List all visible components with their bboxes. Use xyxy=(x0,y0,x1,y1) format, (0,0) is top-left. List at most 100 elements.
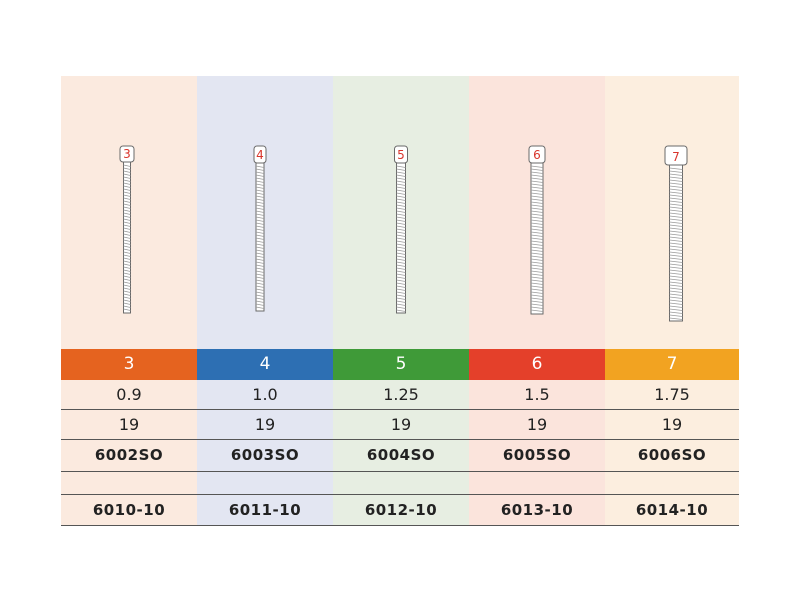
pin-thread xyxy=(396,267,406,270)
pin-thread xyxy=(530,264,544,267)
pin-thread xyxy=(396,270,406,273)
pin-thread xyxy=(530,279,544,282)
pin-thread xyxy=(123,218,131,221)
pin-thread xyxy=(123,296,131,299)
pin-thread xyxy=(396,285,406,288)
pin-thread xyxy=(530,180,544,183)
pin-thread xyxy=(255,189,265,192)
pin-thread xyxy=(669,260,683,263)
pin-thread xyxy=(530,267,544,270)
pin-thread xyxy=(255,276,265,279)
pin-thread xyxy=(396,168,406,171)
pin-thread xyxy=(530,309,544,312)
column-size-5: 5 5 1.25 19 6004SO 6012-10 xyxy=(333,76,469,526)
pin-thread xyxy=(255,243,265,246)
pin-thread xyxy=(530,216,544,219)
pin-thread xyxy=(530,231,544,234)
pin-thread xyxy=(123,266,131,269)
pin-thread xyxy=(255,213,265,216)
pin-illustration: 4 xyxy=(253,145,267,312)
pin-thread xyxy=(255,246,265,249)
pin-thread xyxy=(123,308,131,311)
pin-thread xyxy=(123,251,131,254)
pin-thread xyxy=(669,254,683,257)
diameter-cell: 1.75 xyxy=(654,385,690,404)
pin-thread xyxy=(530,291,544,294)
pin-thread xyxy=(669,296,683,299)
pin-thread xyxy=(123,290,131,293)
pin-thread xyxy=(396,213,406,216)
pin-thread xyxy=(255,240,265,243)
pin-thread xyxy=(530,258,544,261)
pin-thread xyxy=(530,210,544,213)
pin-thread xyxy=(123,197,131,200)
pin-thread xyxy=(530,282,544,285)
diameter-cell: 1.25 xyxy=(383,385,419,404)
pin-thread xyxy=(669,266,683,269)
pin-shaft xyxy=(255,162,265,312)
pin-thread xyxy=(669,191,683,194)
pin-thread xyxy=(530,177,544,180)
pin-thread xyxy=(669,314,683,317)
pin-thread xyxy=(123,227,131,230)
pin-thread xyxy=(396,207,406,210)
pin-thread xyxy=(530,240,544,243)
pin-thread xyxy=(123,221,131,224)
pin-thread xyxy=(123,287,131,290)
pin-thread xyxy=(255,282,265,285)
pin-thread xyxy=(123,293,131,296)
pin-thread xyxy=(530,192,544,195)
pin-thread xyxy=(669,242,683,245)
pin-thread xyxy=(530,285,544,288)
pin-thread xyxy=(530,207,544,210)
pin-thread xyxy=(669,311,683,314)
pin-thread xyxy=(530,204,544,207)
pin-thread xyxy=(396,240,406,243)
row-divider xyxy=(61,525,739,526)
pin-thread xyxy=(255,174,265,177)
pin-thread xyxy=(530,219,544,222)
pin-thread xyxy=(669,176,683,179)
pin-thread xyxy=(530,234,544,237)
code-cell: 6006SO xyxy=(637,446,707,464)
pin-thread xyxy=(530,255,544,258)
pin-thread xyxy=(123,248,131,251)
pin-thread xyxy=(123,299,131,302)
pin-thread xyxy=(123,302,131,305)
size-header: 5 xyxy=(333,349,469,380)
pin-thread xyxy=(530,165,544,168)
pin-thread xyxy=(530,294,544,297)
pin-thread xyxy=(123,215,131,218)
pin-thread xyxy=(396,255,406,258)
pin-thread xyxy=(255,168,265,171)
pin-thread xyxy=(255,234,265,237)
pin-thread xyxy=(530,174,544,177)
pin-thread xyxy=(123,167,131,170)
pin-thread xyxy=(530,213,544,216)
row-divider xyxy=(61,494,739,495)
pin-thread xyxy=(669,269,683,272)
pin-thread xyxy=(396,282,406,285)
pin-thread xyxy=(255,216,265,219)
pin-thread xyxy=(669,221,683,224)
pin-thread xyxy=(123,230,131,233)
pin-thread xyxy=(530,261,544,264)
pin-thread xyxy=(123,176,131,179)
pin-thread xyxy=(669,188,683,191)
pin-thread xyxy=(530,189,544,192)
diameter-cell: 1.0 xyxy=(252,385,278,404)
pin-image-area: 7 xyxy=(605,76,739,349)
pin-thread xyxy=(255,222,265,225)
pin-thread xyxy=(669,173,683,176)
pin-thread xyxy=(255,180,265,183)
pin-thread xyxy=(123,263,131,266)
pin-thread xyxy=(255,225,265,228)
pin-thread xyxy=(255,228,265,231)
pin-thread xyxy=(396,306,406,309)
pin-thread xyxy=(255,171,265,174)
pin-thread xyxy=(669,203,683,206)
pin-thread xyxy=(255,267,265,270)
pin-thread xyxy=(669,278,683,281)
pin-image-area: 5 xyxy=(333,76,469,349)
pin-thread xyxy=(396,189,406,192)
